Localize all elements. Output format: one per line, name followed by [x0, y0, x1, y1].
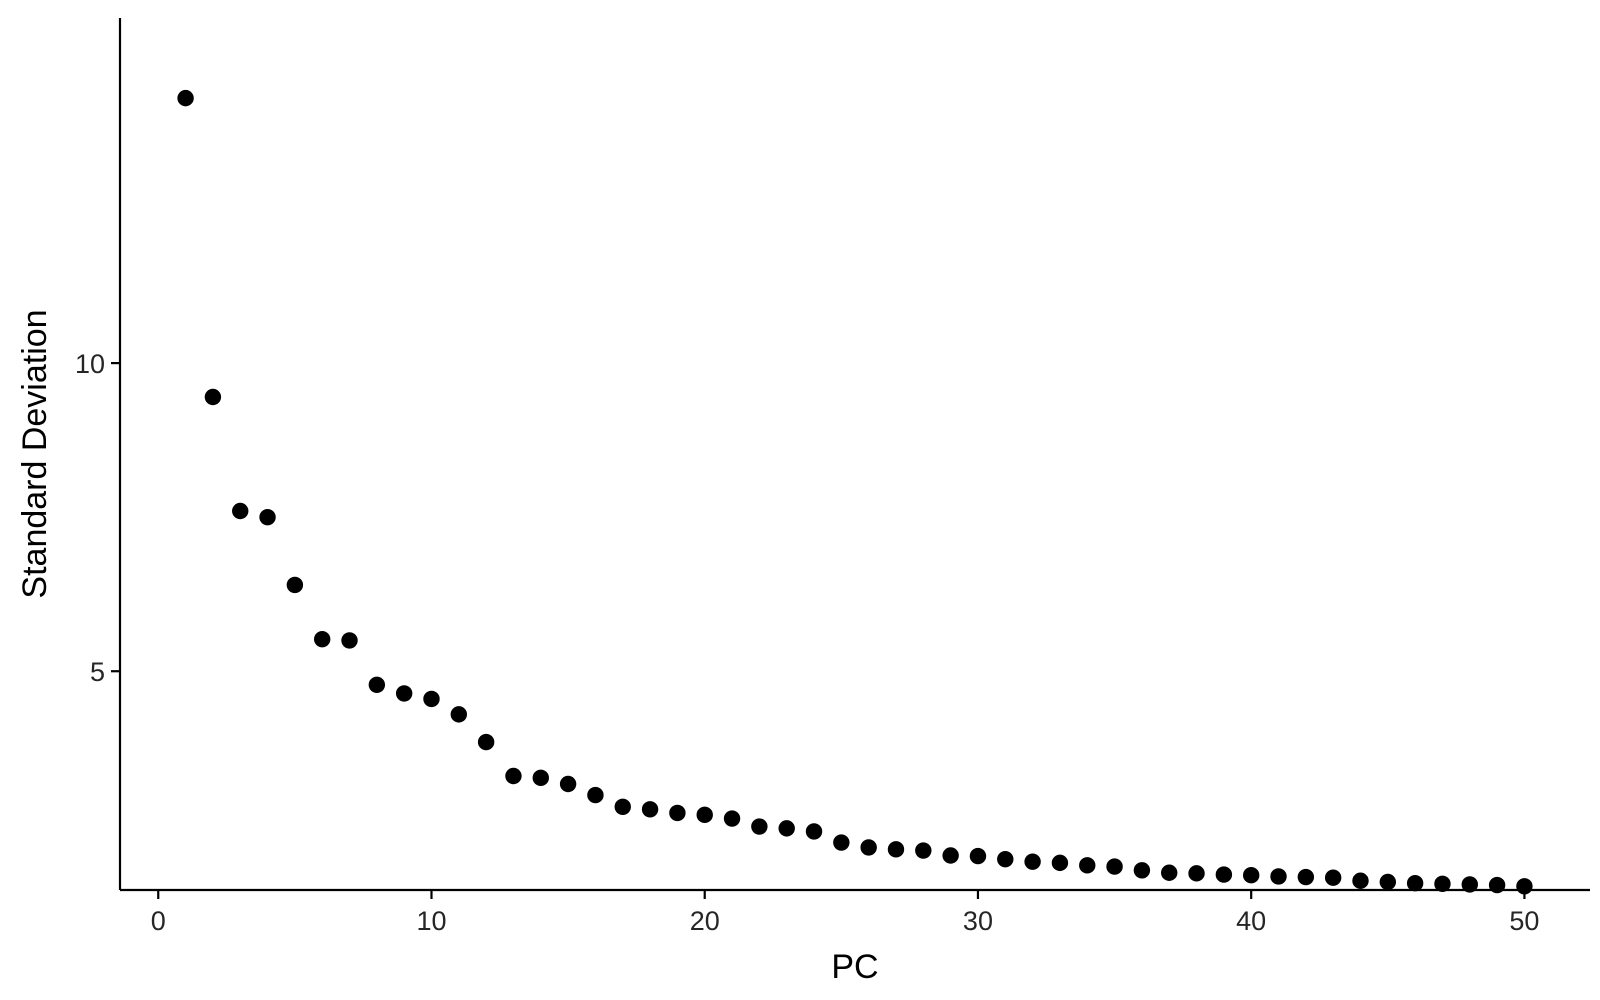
x-tick-label: 30 — [963, 906, 993, 936]
data-point — [969, 847, 987, 865]
data-point — [532, 769, 549, 787]
data-point — [723, 810, 741, 827]
y-axis: 5 10 — [75, 18, 122, 890]
data-point — [1406, 875, 1424, 892]
data-point — [1133, 862, 1151, 879]
data-point — [1352, 872, 1369, 889]
data-point — [313, 630, 331, 648]
data-point — [1270, 868, 1287, 885]
data-point — [1488, 876, 1506, 894]
data-point — [942, 847, 959, 864]
data-point — [395, 685, 413, 702]
data-point — [1434, 875, 1451, 893]
data-point — [259, 508, 276, 526]
data-point — [1379, 873, 1397, 891]
data-point — [1242, 867, 1260, 884]
data-point — [696, 806, 713, 824]
data-point — [805, 823, 823, 840]
data-point — [1079, 857, 1096, 874]
data-point — [669, 804, 686, 822]
data-point — [997, 850, 1014, 868]
data-point — [477, 733, 495, 751]
data-point — [915, 842, 932, 859]
data-point — [505, 767, 522, 785]
data-point — [450, 706, 468, 723]
data-point — [614, 798, 631, 816]
data-point — [641, 801, 659, 818]
data-point — [833, 834, 850, 851]
y-tick-label: 5 — [90, 657, 105, 687]
data-point — [887, 841, 905, 858]
y-axis-title: Standard Deviation — [16, 309, 54, 598]
data-point — [341, 632, 358, 649]
x-axis: 0 10 20 30 40 50 — [120, 888, 1590, 936]
data-point — [1215, 866, 1233, 883]
data-point — [1161, 864, 1178, 881]
data-point — [1516, 878, 1533, 895]
data-point — [1106, 858, 1123, 875]
data-point — [1024, 853, 1041, 870]
data-point — [1188, 865, 1205, 882]
x-tick-label: 20 — [690, 906, 720, 936]
data-point — [286, 576, 304, 594]
data-point — [1051, 854, 1069, 872]
data-point — [778, 820, 795, 837]
data-point — [177, 89, 194, 107]
data-point — [1324, 869, 1342, 886]
data-point — [559, 775, 577, 793]
data-point — [860, 839, 877, 856]
data-point — [232, 502, 249, 520]
data-point — [587, 786, 604, 804]
x-tick-label: 10 — [416, 906, 446, 936]
data-points — [177, 89, 1533, 895]
data-point — [1297, 868, 1315, 886]
x-axis-title: PC — [831, 948, 878, 986]
data-point — [368, 676, 386, 693]
y-tick-label: 10 — [75, 349, 105, 379]
data-point — [423, 690, 440, 708]
data-point — [204, 388, 222, 406]
data-point — [751, 818, 768, 835]
x-tick-label: 50 — [1509, 906, 1539, 936]
x-tick-label: 40 — [1236, 906, 1266, 936]
data-point — [1461, 876, 1478, 893]
x-tick-label: 0 — [151, 906, 166, 936]
